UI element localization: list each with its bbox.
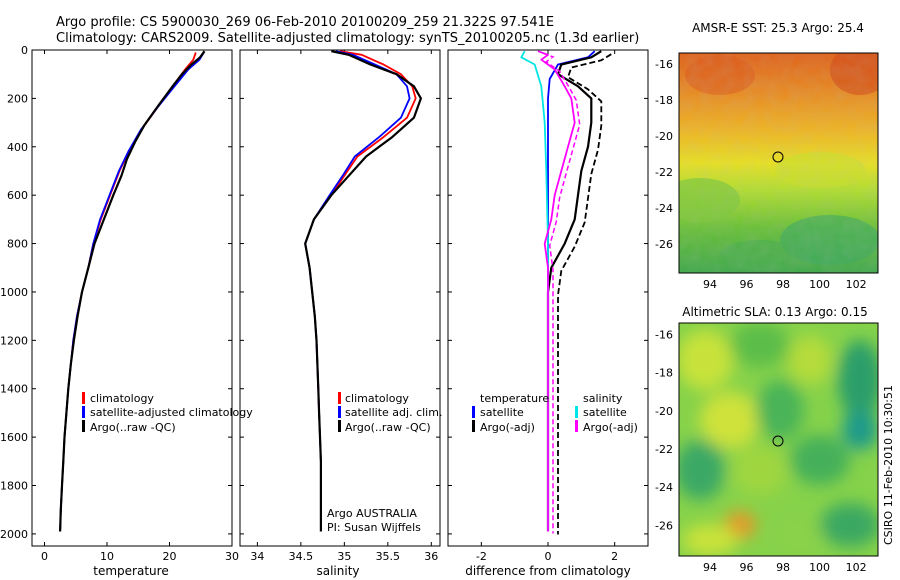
temperature-xtick-label: 30: [225, 550, 239, 563]
sst-map-lat-label: -18: [655, 94, 673, 107]
legend-swatch-climatology: [82, 392, 85, 404]
temperature-xlabel: temperature: [93, 564, 168, 578]
argo-location-marker: [772, 151, 784, 163]
header-line-1: Argo profile: CS 5900030_269 06-Feb-2010…: [56, 15, 554, 30]
sla-map-lon-label: 94: [703, 561, 717, 574]
lines-layer: [59, 50, 612, 535]
sst-map-lon-label: 94: [703, 278, 717, 291]
legend-title-temperature: temperature: [480, 392, 549, 405]
temperature-legend: climatology satellite-adjusted climatolo…: [82, 392, 253, 434]
sst-map-image: [679, 53, 878, 273]
depth-tick-label: 0: [21, 44, 28, 57]
depth-tick-label: 1000: [0, 286, 28, 299]
salinity-xtick-label: 36: [424, 550, 438, 563]
annotation-pi: PI: Susan Wijffels: [327, 521, 421, 534]
legend-swatch-sal-argo: [575, 420, 578, 432]
legend-label-temp-satellite: satellite: [480, 406, 524, 419]
depth-tick-label: 1600: [0, 431, 28, 444]
header-line-2: Climatology: CARS2009. Satellite-adjuste…: [56, 31, 639, 46]
sla-map-lat-label: -18: [655, 367, 673, 380]
sst-map-lat-label: -20: [655, 130, 673, 143]
difference-xtick-label: 2: [611, 550, 618, 563]
sla-map-title: Altimetric SLA: 0.13 Argo: 0.15: [682, 305, 867, 319]
difference-xtick-label: -2: [476, 550, 487, 563]
legend-swatch-temp-satellite: [472, 406, 475, 418]
legend-label-sal-satellite: satellite: [583, 406, 627, 419]
sla-map-frame: [678, 322, 879, 557]
depth-tick-label: 2000: [0, 528, 28, 541]
temperature-xtick-label: 20: [163, 550, 177, 563]
sst-map-lat-label: -26: [655, 238, 673, 251]
ticks-layer: 0 10 20 30020040060080010001200140016001800…: [0, 44, 867, 574]
sst-map-lat-label: -24: [655, 202, 673, 215]
sla-map-lon-label: 96: [740, 561, 754, 574]
sst-map-lat-label: -16: [655, 58, 673, 71]
sst-map-lon-label: 96: [740, 278, 754, 291]
sla-map-image: [679, 323, 878, 556]
difference-series-line-dashed-3: [542, 52, 581, 534]
sla-map-lat-label: -26: [655, 519, 673, 532]
sla-map-lon-label: 100: [809, 561, 830, 574]
legend-title-salinity: salinity: [583, 392, 623, 405]
sst-map-title: AMSR-E SST: 25.3 Argo: 25.4: [692, 21, 864, 35]
difference-legend: temperature satellite Argo(-adj) salinit…: [472, 392, 638, 434]
depth-tick-label: 200: [7, 92, 28, 105]
temperature-xtick-label: 0: [41, 550, 48, 563]
difference-xtick-label: 0: [545, 550, 552, 563]
depth-tick-label: 1200: [0, 334, 28, 347]
legend-swatch-temp-argo: [472, 420, 475, 432]
annotation-argo-australia: Argo AUSTRALIA: [327, 507, 417, 520]
legend-swatch-climatology: [338, 392, 341, 404]
depth-tick-label: 600: [7, 189, 28, 202]
legend-label-sal-argo: Argo(-adj): [583, 421, 638, 434]
salinity-xlabel: salinity: [316, 564, 359, 578]
salinity-xtick-label: 35.5: [376, 550, 401, 563]
legend-label-climatology: climatology: [345, 392, 409, 405]
sst-map-lat-label: -22: [655, 166, 673, 179]
legend-swatch-argo: [82, 420, 85, 432]
salinity-series-line-2: [304, 50, 422, 532]
sst-map-lon-label: 100: [809, 278, 830, 291]
sst-map-lon-label: 102: [846, 278, 867, 291]
legend-label-argo: Argo(..raw -QC): [345, 421, 431, 434]
depth-tick-label: 400: [7, 141, 28, 154]
difference-xlabel: difference from climatology: [465, 564, 631, 578]
sla-map-lon-label: 98: [776, 561, 790, 574]
legend-label-climatology: climatology: [90, 392, 154, 405]
temperature-series-line-2: [59, 50, 206, 532]
salinity-xtick-label: 35: [337, 550, 351, 563]
sla-map-lat-label: -20: [655, 405, 673, 418]
salinity-xtick-label: 34: [250, 550, 264, 563]
difference-series-line-dashed-1: [557, 53, 612, 535]
legend-label-argo: Argo(..raw -QC): [90, 421, 176, 434]
legend-label-satellite: satellite-adjusted climatology: [90, 406, 253, 419]
side-timestamp-label: CSIRO 11-Feb-2010 10:30:51: [882, 385, 895, 545]
sla-map-lon-label: 102: [846, 561, 867, 574]
depth-tick-label: 800: [7, 238, 28, 251]
difference-series-line-3: [537, 50, 576, 532]
depth-tick-label: 1400: [0, 383, 28, 396]
temperature-xtick-label: 10: [100, 550, 114, 563]
sla-map-lat-label: -16: [655, 328, 673, 341]
salinity-xtick-label: 34.5: [289, 550, 314, 563]
legend-swatch-satellite: [338, 406, 341, 418]
sst-map-frame: [678, 52, 879, 274]
sla-map-lat-label: -22: [655, 443, 673, 456]
argo-location-marker: [772, 435, 784, 447]
legend-label-temp-argo: Argo(-adj): [480, 421, 535, 434]
depth-tick-label: 1800: [0, 480, 28, 493]
sla-map-lat-label: -24: [655, 481, 673, 494]
legend-swatch-satellite: [82, 406, 85, 418]
legend-swatch-sal-satellite: [575, 406, 578, 418]
legend-label-satellite: satellite adj. clim.: [345, 406, 442, 419]
sst-map-lon-label: 98: [776, 278, 790, 291]
legend-swatch-argo: [338, 420, 341, 432]
salinity-axes: [239, 49, 441, 547]
salinity-legend: climatology satellite adj. clim. Argo(..…: [327, 392, 442, 534]
temperature-axes: [31, 49, 233, 547]
